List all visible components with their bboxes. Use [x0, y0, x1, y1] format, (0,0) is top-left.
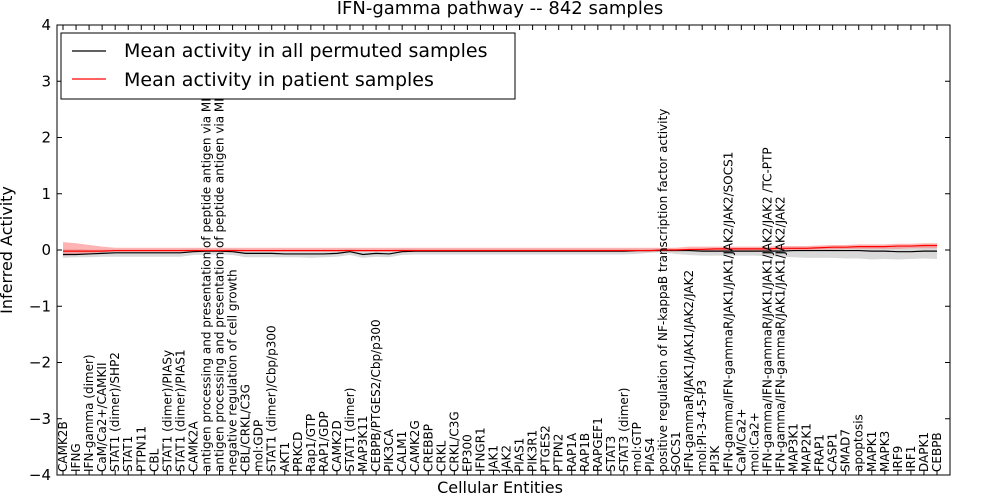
category-label: PTPN2 [552, 434, 566, 472]
category-label: IFNG [69, 443, 83, 472]
band-patient [63, 242, 937, 256]
category-label: mol:PI-3-4-5-P3 [695, 380, 709, 472]
chart-title: IFN-gamma pathway -- 842 samples [337, 0, 664, 19]
y-tick-label: 0 [41, 241, 51, 259]
category-label: CRKL/C3G [447, 411, 461, 472]
category-label: STAT3 (dimer) [617, 388, 631, 472]
category-label: RAP1A [565, 432, 579, 472]
category-label: negative regulation of cell growth [226, 269, 240, 472]
category-label: antigen processing and presentation of p… [213, 40, 227, 472]
category-label: STAT1 (dimer) [343, 388, 357, 472]
category-label: CBL/CRKL/C3G [239, 384, 253, 472]
category-label: SOCS1 [669, 431, 683, 472]
category-label: MAPK1 [865, 431, 879, 472]
category-label: STAT1 (dimer)/PIASy [160, 350, 174, 472]
category-label: mol:Ca2+ [747, 412, 761, 472]
category-label: PIAS1 [513, 438, 527, 472]
category-label: MAPK3 [878, 431, 892, 472]
category-label: RAP1B [578, 433, 592, 472]
category-label: RAPGEF1 [591, 417, 605, 472]
category-label: PTGES2 [539, 425, 553, 472]
category-label: MAP3K11 [356, 415, 370, 472]
category-label: STAT1 [121, 436, 135, 472]
y-tick-label: 1 [41, 185, 51, 203]
category-label: SMAD7 [839, 429, 853, 472]
category-label: IFN-gamma/IFN-gammaR/JAK1/JAK1/JAK2/JAK2… [721, 152, 735, 472]
category-label: IRF1 [904, 446, 918, 472]
category-label: STAT3 [604, 436, 618, 472]
category-label: CaM/Ca2+/CAMKII [95, 363, 109, 472]
y-tick-label: −3 [29, 410, 51, 428]
legend: Mean activity in all permuted samples Me… [60, 32, 516, 100]
category-label: CEBPB [930, 432, 944, 472]
category-label: IFN-gamma (dimer) [82, 354, 96, 472]
category-label: IFN-gammaR/JAK1/JAK1/JAK2/JAK2 [682, 270, 696, 472]
category-label: IRF9 [891, 446, 905, 472]
category-label: CRKL [434, 440, 448, 472]
category-label: STAT1 (dimer)/Cbp/p300 [265, 325, 279, 472]
category-label: JAK2 [500, 445, 514, 473]
category-label: CaM/Ca2+ [734, 408, 748, 472]
category-label: CAMK2B [56, 421, 70, 472]
category-label: FRAP1 [813, 434, 827, 472]
category-label: MAP2K1 [800, 423, 814, 472]
category-label: IFN-gamma/IFN-gammaR/JAK1/JAK1/JAK2/JAK2 [773, 196, 787, 472]
category-label: Rap1/GTP [304, 414, 318, 472]
y-tick-label: −1 [29, 297, 51, 315]
category-label: antigen processing and presentation of p… [199, 43, 213, 472]
category-label: CREBBP [421, 424, 435, 472]
category-label: PIK3R1 [526, 430, 540, 472]
category-label: CASP1 [826, 433, 840, 472]
y-tick-label: 4 [41, 16, 51, 34]
series-lines [63, 244, 937, 256]
y-tick-label: 2 [41, 129, 51, 147]
category-label: JAK1 [486, 445, 500, 473]
category-label: mol:GTP [630, 422, 644, 472]
category-label: CAMK2D [330, 420, 344, 472]
category-label: CALM1 [395, 431, 409, 472]
category-label: IFNGR1 [473, 427, 487, 472]
category-label: positive regulation of NF-kappaB transcr… [656, 109, 670, 472]
category-label: PIK3CA [382, 428, 396, 472]
plot-frame [56, 24, 951, 476]
category-label: CAMK2A [186, 421, 200, 472]
y-tick-label: −4 [29, 466, 51, 484]
x-axis-title: Cellular Entities [437, 478, 563, 497]
legend-box [60, 32, 516, 100]
category-label: PIAS4 [643, 438, 657, 472]
category-label: RAP1/GDP [317, 411, 331, 472]
legend-label-permuted: Mean activity in all permuted samples [124, 40, 487, 62]
category-label: DAPK1 [917, 432, 931, 472]
category-label: STAT1 (dimer)/SHP2 [108, 352, 122, 472]
category-label: PRKCD [291, 432, 305, 472]
series-line-patient [63, 244, 937, 252]
category-labels: CAMK2B IFNG IFN-gamma (dimer) CaM/Ca2+/CAMK… [56, 25, 944, 475]
category-label: EP300 [460, 434, 474, 472]
category-label: MAP3K1 [787, 423, 801, 472]
y-tick-label: −2 [29, 354, 51, 372]
category-label: STAT1 (dimer)/PIAS1 [173, 349, 187, 472]
category-label: IFN-gamma/IFN-gammaR/JAK1/JAK1/JAK2/JAK2… [760, 147, 774, 472]
category-label: mol:GDP [252, 420, 266, 472]
category-label: CEBPB/PTGES2/Cbp/p300 [369, 319, 383, 472]
category-label: AKT1 [278, 442, 292, 472]
category-label: apoptosis [852, 414, 866, 472]
category-label: PI3K [708, 445, 722, 472]
y-axis-title: Inferred Activity [0, 186, 16, 314]
category-label: PTPN11 [134, 426, 148, 472]
category-label: CBL [147, 448, 161, 472]
y-tick-label: 3 [41, 72, 51, 90]
legend-label-patient: Mean activity in patient samples [124, 69, 434, 91]
category-label: CAMK2G [408, 420, 422, 472]
